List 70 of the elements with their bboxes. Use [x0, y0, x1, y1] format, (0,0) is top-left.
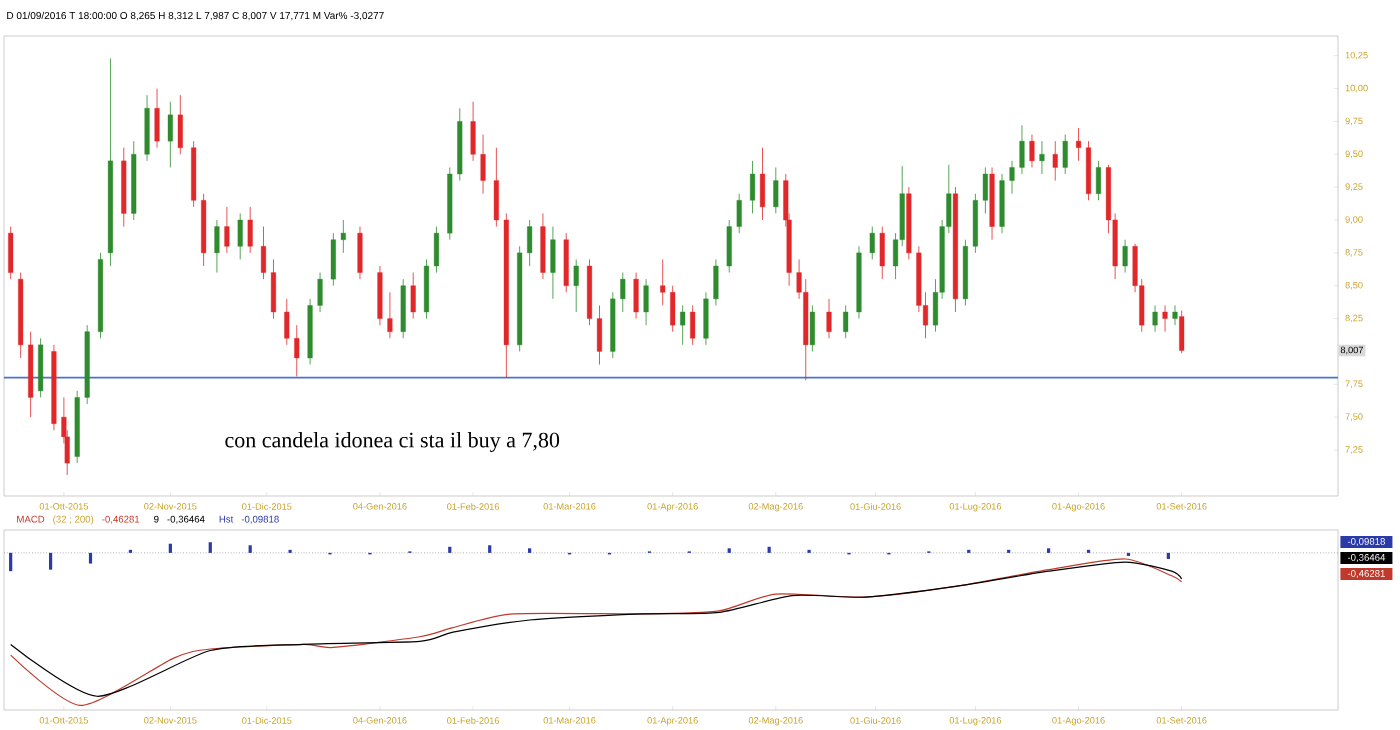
candlestick [38, 337, 44, 398]
candlestick [809, 305, 815, 352]
candlestick [284, 298, 290, 346]
candlestick [1076, 127, 1082, 162]
candlestick [357, 226, 363, 280]
candlestick [470, 101, 476, 162]
candlestick [330, 232, 336, 287]
candlestick [167, 101, 173, 168]
candlestick [550, 226, 556, 300]
candlestick [643, 278, 649, 326]
candlestick [1019, 124, 1025, 175]
candlestick [480, 134, 486, 195]
candlestick [620, 272, 626, 313]
candlestick [1085, 140, 1092, 201]
candlestick [680, 305, 686, 346]
candlestick [177, 94, 183, 155]
candlestick [869, 226, 875, 260]
candlestick [982, 167, 988, 214]
candlestick [214, 219, 220, 273]
candlestick [879, 226, 885, 280]
candlestick [563, 232, 569, 293]
candlestick [410, 272, 416, 319]
candlestick [1062, 134, 1068, 175]
candlestick [1095, 160, 1102, 201]
candlestick [1179, 310, 1185, 354]
candlestick [633, 272, 639, 319]
candlestick [1029, 134, 1035, 168]
candlestick [527, 219, 533, 267]
candlestick [340, 219, 346, 254]
candlestick [294, 324, 300, 377]
candlestick [749, 160, 756, 214]
candlestick [144, 94, 150, 162]
candlestick [999, 173, 1005, 234]
candlestick [1162, 305, 1168, 333]
candlestick [433, 226, 440, 273]
candlestick [726, 219, 732, 273]
candlestick [247, 206, 253, 254]
annotation: con candela idonea ci sta il buy a 7,80 [225, 432, 560, 452]
candlestick [260, 226, 267, 280]
candlestick [387, 291, 393, 339]
candlestick [540, 213, 546, 280]
candlestick [423, 259, 430, 319]
candlestick [317, 272, 323, 313]
candlestick [1052, 140, 1058, 181]
candlestick [713, 259, 719, 306]
candlestick [660, 259, 666, 306]
candlestick [690, 305, 696, 346]
candlestick [573, 259, 579, 313]
candlestick [224, 206, 230, 254]
candlestick [237, 213, 243, 260]
candlestick [1172, 305, 1178, 326]
candlestick [736, 193, 742, 234]
candlestick [270, 259, 277, 319]
candlestick [843, 305, 849, 339]
candlestick [670, 285, 676, 333]
candlestick [1039, 140, 1045, 175]
candlestick [972, 193, 978, 254]
candlestick [826, 298, 832, 339]
candlestick [1009, 160, 1015, 195]
candlestick [1122, 239, 1128, 273]
candlestick [493, 147, 499, 227]
candlestick [400, 278, 406, 339]
candlestick [596, 305, 603, 365]
candlestick [703, 291, 709, 346]
candlestick [759, 147, 766, 221]
candlestick [1152, 305, 1158, 333]
candlestick [8, 226, 14, 280]
candlestick [154, 88, 160, 149]
candlestick [773, 167, 779, 214]
candlestick [377, 265, 383, 326]
